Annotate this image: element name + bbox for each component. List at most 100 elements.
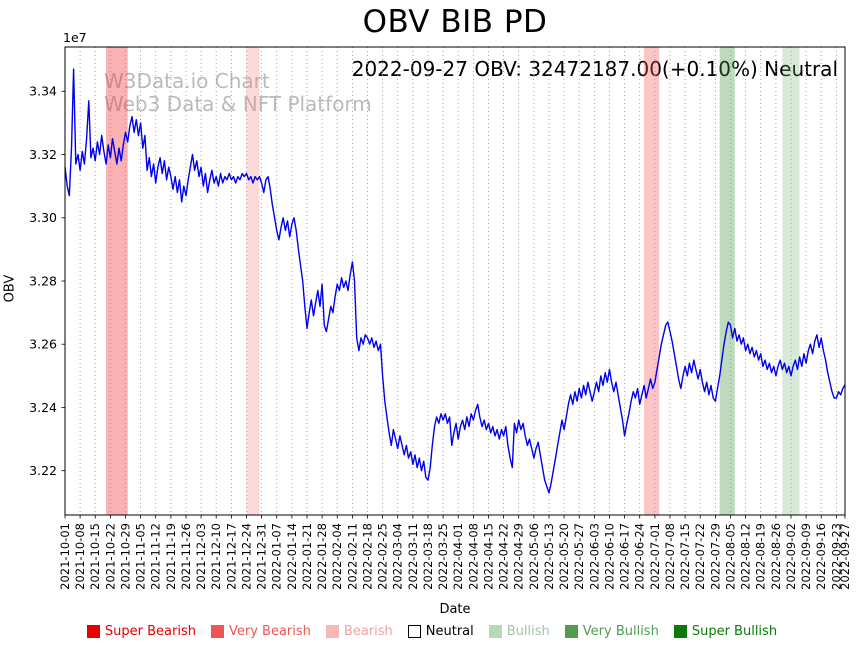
legend-item-super-bearish: Super Bearish (86, 623, 196, 639)
legend: Super Bearish Very Bearish Bearish Neutral B… (0, 619, 864, 643)
x-tick-label: 2022-03-04 (391, 523, 405, 590)
x-tick-label: 2022-04-15 (482, 523, 496, 590)
x-tick-label: 2022-08-26 (769, 523, 783, 590)
legend-swatch (488, 624, 502, 638)
x-tick-label: 2022-01-28 (315, 523, 329, 590)
legend-swatch (673, 624, 687, 638)
watermark: W3Data.io Chart Web3 Data & NFT Platform (104, 70, 372, 116)
watermark-line1: W3Data.io Chart (104, 69, 270, 93)
y-tick-label: 3.28 (29, 273, 57, 288)
x-tick-label: 2022-01-21 (300, 523, 314, 590)
x-tick-label: 2021-11-05 (134, 523, 148, 590)
y-axis-offset-label: 1e7 (63, 30, 87, 45)
x-tick-label: 2022-08-05 (724, 523, 738, 590)
x-tick-label: 2022-03-18 (421, 523, 435, 590)
legend-label: Very Bullish (582, 623, 659, 639)
plot-area: 2021-10-01 2021-10-08 2021-10-15 2021-10-22… (29, 46, 852, 590)
x-tick-label: 2022-02-18 (361, 523, 375, 590)
x-tick-label: 2021-10-29 (119, 523, 133, 590)
x-tick-label: 2022-06-03 (587, 523, 601, 590)
obv-line-series (64, 68, 846, 494)
x-tick-label: 2021-11-19 (164, 523, 178, 590)
x-tick-label: 2022-03-25 (436, 523, 450, 590)
x-axis-ticks: 2021-10-01 2021-10-08 2021-10-15 2021-10-22… (58, 515, 852, 590)
x-tick-label: 2021-10-22 (103, 523, 117, 590)
x-tick-label: 2021-12-31 (255, 523, 269, 590)
x-tick-label: 2022-03-11 (406, 523, 420, 590)
x-tick-label: 2022-04-08 (466, 523, 480, 590)
x-tick-label: 2022-01-07 (270, 523, 284, 590)
x-tick-label: 2022-07-22 (693, 523, 707, 590)
legend-label: Bearish (343, 623, 393, 639)
x-tick-label: 2022-02-04 (330, 523, 344, 590)
legend-label: Super Bearish (104, 623, 196, 639)
legend-item-very-bearish: Very Bearish (211, 624, 311, 639)
x-tick-label: 2022-04-29 (512, 523, 526, 590)
y-tick-label: 3.24 (29, 400, 57, 415)
x-tick-label: 2022-07-15 (678, 523, 692, 590)
y-tick-label: 3.32 (29, 147, 57, 162)
signal-band (644, 47, 660, 515)
legend-item-bullish: Bullish (488, 623, 550, 639)
x-tick-label: 2021-12-17 (224, 523, 238, 590)
x-tick-label: 2022-05-06 (527, 523, 541, 590)
signal-band (719, 47, 735, 515)
watermark-line2: Web3 Data & NFT Platform (104, 92, 372, 116)
x-tick-label: 2021-12-10 (209, 523, 223, 590)
legend-label: Bullish (506, 623, 550, 639)
x-tick-label: 2022-02-11 (345, 523, 359, 590)
legend-label: Neutral (425, 623, 474, 639)
x-tick-label: 2022-04-01 (451, 523, 465, 590)
signal-bands (106, 47, 800, 515)
y-axis-ticks: 3.22 3.24 3.26 3.28 3.30 3.32 3.34 (29, 84, 65, 478)
x-tick-label: 2022-05-20 (557, 523, 571, 590)
legend-item-neutral: Neutral (407, 623, 474, 639)
signal-band (106, 47, 128, 515)
signal-band (782, 47, 800, 515)
legend-item-very-bullish: Very Bullish (564, 623, 659, 639)
y-tick-label: 3.30 (29, 210, 57, 225)
x-tick-label: 2021-10-01 (58, 523, 72, 590)
x-tick-label: 2021-12-24 (240, 523, 254, 590)
x-tick-label: 2021-11-26 (179, 523, 193, 590)
x-tick-label: 2021-11-12 (149, 523, 163, 590)
legend-item-bearish: Bearish (325, 623, 393, 639)
legend-swatch (407, 624, 421, 638)
x-tick-label: 2022-07-01 (648, 523, 662, 590)
x-tick-label: 2022-05-27 (572, 523, 586, 590)
x-tick-label: 2021-10-08 (73, 523, 87, 590)
legend-swatch (564, 624, 578, 638)
x-tick-label: 2022-06-17 (618, 523, 632, 590)
legend-label: Super Bullish (691, 623, 778, 639)
legend-swatch (86, 624, 100, 638)
x-tick-label: 2022-09-16 (814, 523, 828, 590)
legend-item-super-bullish: Super Bullish (673, 623, 778, 639)
legend-swatch (325, 624, 339, 638)
x-tick-label: 2021-12-03 (194, 523, 208, 590)
legend-swatch (211, 624, 224, 638)
x-tick-label: 2022-01-14 (285, 523, 299, 590)
x-tick-label: 2021-10-15 (88, 523, 102, 590)
chart-title: OBV BIB PD (362, 4, 548, 40)
legend-label: Very Bearish (229, 623, 311, 639)
x-tick-label: 2022-05-13 (542, 523, 556, 590)
x-tick-label: 2022-04-22 (497, 523, 511, 590)
y-tick-label: 3.22 (29, 463, 57, 478)
y-tick-label: 3.34 (29, 84, 57, 99)
x-tick-label: 2022-09-09 (799, 523, 813, 590)
x-tick-label: 2022-06-24 (633, 523, 647, 590)
y-tick-label: 3.26 (29, 337, 57, 352)
x-tick-label: 2022-09-23 (829, 523, 843, 590)
x-axis-label: Date (439, 602, 471, 617)
signal-band (246, 47, 260, 515)
x-tick-label: 2022-09-27 (838, 523, 852, 590)
x-tick-label: 2022-08-19 (754, 523, 768, 590)
x-tick-label: 2022-07-29 (708, 523, 722, 590)
x-tick-label: 2022-07-08 (663, 523, 677, 590)
x-tick-label: 2022-06-10 (603, 523, 617, 590)
x-tick-label: 2022-08-12 (739, 523, 753, 590)
x-tick-label: 2022-09-02 (784, 523, 798, 590)
x-tick-label: 2022-02-25 (376, 523, 390, 590)
obv-latest-annotation: 2022-09-27 OBV: 32472187.00(+0.10%) Neut… (351, 57, 838, 81)
